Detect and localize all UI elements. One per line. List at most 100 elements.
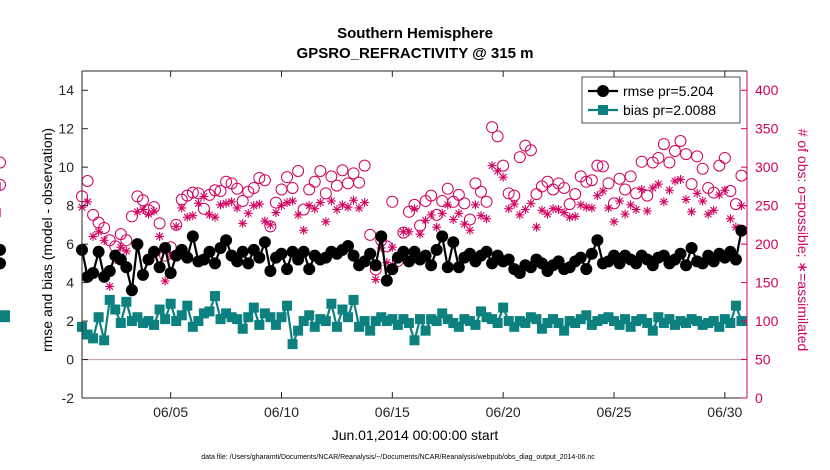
- possible-point: [452, 188, 465, 201]
- assimilated-point: [520, 204, 530, 214]
- assimilated-point: [670, 176, 680, 186]
- assimilated-point: [648, 183, 658, 193]
- y-tick-label: 6: [66, 236, 74, 252]
- assimilated-point: [188, 211, 198, 221]
- bias-point: [259, 308, 270, 319]
- rmse-point: [264, 265, 277, 278]
- assimilated-series: [0, 161, 746, 293]
- assimilated-point: [725, 214, 735, 224]
- assimilated-point: [210, 212, 220, 222]
- possible-point: [585, 174, 598, 187]
- possible-point: [231, 182, 244, 195]
- x-tick-label: 06/05: [153, 404, 188, 420]
- assimilated-point: [121, 246, 131, 256]
- assimilated-point: [504, 204, 514, 214]
- rmse-series: [0, 224, 748, 297]
- assimilated-point: [659, 197, 669, 207]
- possible-point: [358, 159, 371, 172]
- possible-point: [441, 182, 454, 195]
- bias-point: [631, 316, 642, 327]
- rmse-point: [236, 245, 249, 258]
- assimilated-point: [543, 209, 552, 219]
- rmse-point: [574, 251, 587, 264]
- assimilated-point: [476, 211, 486, 221]
- bias-point: [708, 316, 719, 327]
- possible-point: [641, 189, 654, 202]
- rmse-point: [103, 265, 116, 278]
- assimilated-point: [714, 190, 724, 200]
- bias-point: [392, 319, 403, 330]
- y-right-tick-label: 100: [755, 313, 779, 329]
- y-right-tick-label: 200: [755, 236, 779, 252]
- rmse-point: [131, 238, 144, 251]
- assimilated-point: [459, 219, 469, 229]
- assimilated-point: [354, 203, 364, 213]
- possible-point: [0, 178, 6, 191]
- possible-point: [319, 187, 332, 200]
- possible-point: [591, 159, 604, 172]
- bias-point: [126, 316, 137, 327]
- bias-point: [176, 310, 187, 321]
- rmse-point: [164, 266, 177, 279]
- assimilated-point: [116, 242, 126, 252]
- bias-point: [193, 316, 204, 327]
- bias-point: [115, 317, 126, 328]
- rmse-point: [281, 263, 294, 276]
- assimilated-point: [626, 200, 636, 210]
- assimilated-point: [171, 221, 181, 231]
- assimilated-point: [249, 201, 259, 211]
- possible-point: [696, 162, 709, 175]
- assimilated-point: [88, 231, 98, 241]
- rmse-point: [92, 245, 105, 258]
- assimilated-point: [160, 276, 170, 286]
- bias-point: [603, 312, 614, 323]
- x-axis-ticks: 06/05 06/10 06/15 06/20 06/25 06/30: [153, 71, 743, 420]
- bias-point: [470, 319, 481, 330]
- bias-point: [658, 317, 669, 328]
- rmse-point: [685, 241, 698, 254]
- rmse-point: [364, 247, 377, 260]
- rmse-point: [0, 257, 6, 270]
- assimilated-point: [443, 200, 453, 210]
- y-tick-label: -2: [62, 390, 75, 406]
- possible-point: [386, 195, 399, 208]
- legend: rmse pr=5.204 bias pr=2.0088: [581, 76, 741, 124]
- possible-point: [120, 234, 133, 247]
- bias-point: [636, 314, 647, 325]
- bias-point: [514, 316, 525, 327]
- bias-point: [420, 325, 431, 336]
- assimilated-point: [515, 210, 525, 220]
- rmse-point: [136, 268, 149, 281]
- bias-point: [270, 319, 281, 330]
- possible-point: [463, 213, 476, 226]
- possible-point: [497, 159, 510, 172]
- y-tick-label: 8: [66, 198, 74, 214]
- possible-point: [281, 171, 294, 184]
- bias-point: [426, 314, 437, 325]
- y-tick-label: 12: [58, 121, 74, 137]
- bias-point: [365, 325, 376, 336]
- bias-point: [387, 314, 398, 325]
- bias-point: [143, 316, 154, 327]
- assimilated-point: [537, 205, 547, 215]
- possible-point: [314, 165, 327, 178]
- bias-point: [403, 317, 414, 328]
- possible-point: [181, 189, 194, 202]
- legend-bias-label: bias pr=2.0088: [623, 102, 716, 118]
- possible-point: [220, 175, 233, 188]
- bias-point: [160, 314, 171, 325]
- assimilated-point: [598, 186, 608, 196]
- possible-point: [563, 198, 576, 211]
- chart-title: Southern Hemisphere: [337, 25, 493, 42]
- assimilated-point: [221, 198, 231, 208]
- possible-point: [197, 202, 210, 215]
- possible-point: [209, 184, 221, 197]
- rmse-point: [452, 261, 465, 274]
- bias-point: [93, 312, 104, 323]
- rmse-point: [275, 247, 288, 260]
- assimilated-point: [609, 217, 619, 227]
- assimilated-point: [310, 204, 320, 214]
- bias-point: [171, 316, 182, 327]
- bias-point: [265, 312, 276, 323]
- bias-point: [99, 335, 110, 346]
